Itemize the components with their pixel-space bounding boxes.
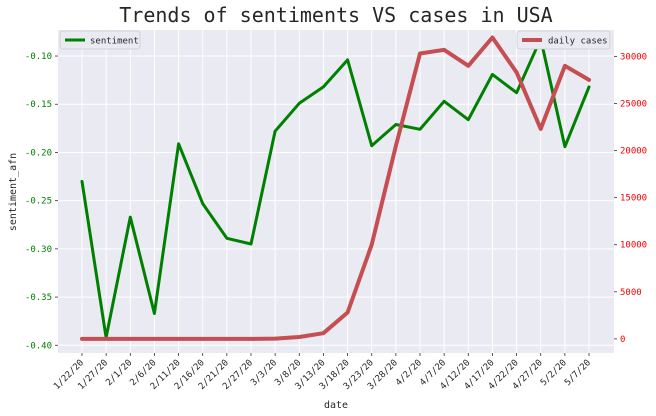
series-line-daily-cases (80, 35, 591, 341)
y-tick-right-label: 5000 (620, 288, 642, 298)
y-tick-left-label: -0.20 (25, 148, 52, 158)
grid-lines (58, 30, 614, 353)
legend-daily-cases: daily cases (516, 30, 611, 50)
plot-area (58, 30, 614, 353)
legend-daily-cases-label: daily cases (548, 37, 608, 47)
y-tick-left-label: -0.35 (25, 293, 52, 303)
legend-sentiment-label: sentiment (90, 37, 139, 47)
y-tick-right-label: 0 (620, 335, 625, 345)
y-axis-label-left: sentiment_afn (8, 153, 19, 231)
y-tick-left-label: -0.25 (25, 197, 52, 207)
x-tick-label: 5/7/20 (563, 358, 593, 388)
y-tick-right-label: 10000 (620, 241, 647, 251)
y-tick-left-label: -0.40 (25, 341, 52, 351)
x-axis-label: date (324, 400, 348, 411)
y-tick-left-label: -0.10 (25, 52, 52, 62)
y-tick-left-label: -0.15 (25, 100, 52, 110)
series-layer (80, 35, 591, 341)
legend-sentiment-box (59, 30, 141, 50)
y-tick-left-label: -0.30 (25, 245, 52, 255)
series-line-sentiment (80, 37, 591, 340)
chart-title: Trends of sentiments VS cases in USA (119, 3, 552, 27)
legend-sentiment: sentiment (59, 30, 141, 50)
legend-daily-cases-box (516, 30, 611, 50)
y-tick-right-label: 30000 (620, 52, 647, 62)
y-tick-right-label: 25000 (620, 99, 647, 109)
y-tick-right-label: 15000 (620, 194, 647, 204)
y-tick-right-label: 20000 (620, 147, 647, 157)
